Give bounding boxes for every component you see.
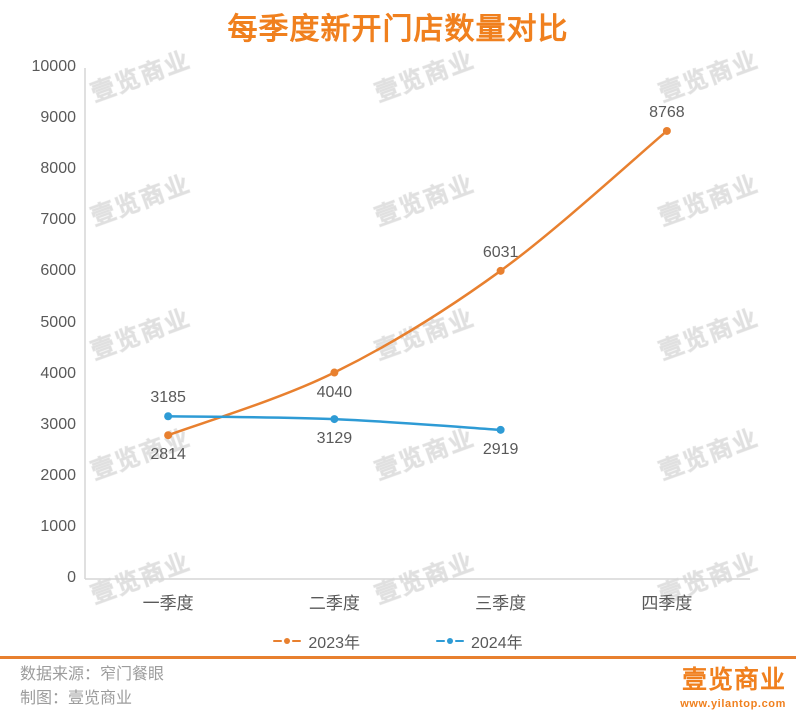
data-point-2024年-三季度 (496, 425, 505, 434)
chart-title: 每季度新开门店数量对比 (227, 13, 569, 46)
legend-label: 2023年 (308, 635, 360, 652)
data-point-2023年-二季度 (330, 368, 339, 377)
data-label-2023年-二季度: 4040 (316, 383, 353, 401)
y-axis-tick-label: 9000 (40, 109, 76, 127)
footer-source-block: 数据来源：窄门餐眼 制图：壹览商业 (20, 663, 164, 711)
x-axis-category-label: 二季度 (308, 594, 360, 613)
y-axis-tick-label: 7000 (40, 211, 76, 229)
legend-dot-icon (447, 638, 453, 644)
legend-item-2024年: 2024年 (436, 629, 523, 653)
legend-marker-icon (436, 638, 464, 644)
data-label-2023年-三季度: 6031 (482, 243, 519, 261)
legend-item-2023年: 2023年 (273, 629, 360, 653)
legend-dash-icon (273, 639, 283, 643)
data-label-2024年-一季度: 3185 (150, 389, 186, 407)
data-label-2023年-四季度: 8768 (649, 103, 685, 121)
y-axis-tick-label: 0 (67, 569, 76, 586)
credit-text: 制图：壹览商业 (20, 690, 133, 707)
y-axis-tick-label: 5000 (40, 313, 76, 331)
y-axis-tick-label: 3000 (40, 415, 76, 433)
legend-dot-icon (284, 638, 291, 644)
data-point-2023年-三季度 (496, 266, 505, 275)
data-source-text: 数据来源：窄门餐眼 (20, 666, 165, 683)
legend-dash-icon (292, 639, 302, 643)
logo-text: 壹览商业 (681, 666, 786, 694)
legend-dash-icon (455, 639, 464, 643)
y-axis-tick-label: 4000 (40, 364, 76, 382)
legend-marker-icon (273, 638, 302, 644)
y-axis-tick-label: 2000 (40, 466, 76, 484)
y-axis-tick-label: 10000 (31, 58, 77, 75)
x-axis-category-label: 三季度 (475, 594, 527, 613)
data-point-2023年-一季度 (164, 431, 173, 440)
x-axis-category-label: 一季度 (142, 594, 194, 613)
y-axis-tick-label: 8000 (40, 160, 76, 178)
logo: 壹览商业 www.yilantop.com (680, 660, 786, 710)
data-point-2023年-四季度 (662, 126, 671, 135)
data-label-2024年-三季度: 2919 (482, 440, 519, 458)
data-point-2024年-一季度 (164, 412, 173, 421)
logo-url: www.yilantop.com (680, 698, 786, 710)
data-label-2023年-一季度: 2814 (150, 446, 186, 464)
chart-legend: 2023年 2024年 (0, 629, 796, 653)
data-point-2024年-二季度 (330, 415, 339, 424)
footer-divider (0, 656, 796, 659)
y-axis-tick-label: 1000 (40, 517, 76, 535)
data-label-2024年-二季度: 3129 (316, 430, 353, 448)
legend-dash-icon (436, 639, 445, 643)
y-axis-tick-label: 6000 (40, 262, 76, 280)
legend-label: 2024年 (471, 635, 523, 652)
series-line-2023年 (166, 129, 669, 437)
x-axis-category-label: 四季度 (641, 594, 693, 613)
